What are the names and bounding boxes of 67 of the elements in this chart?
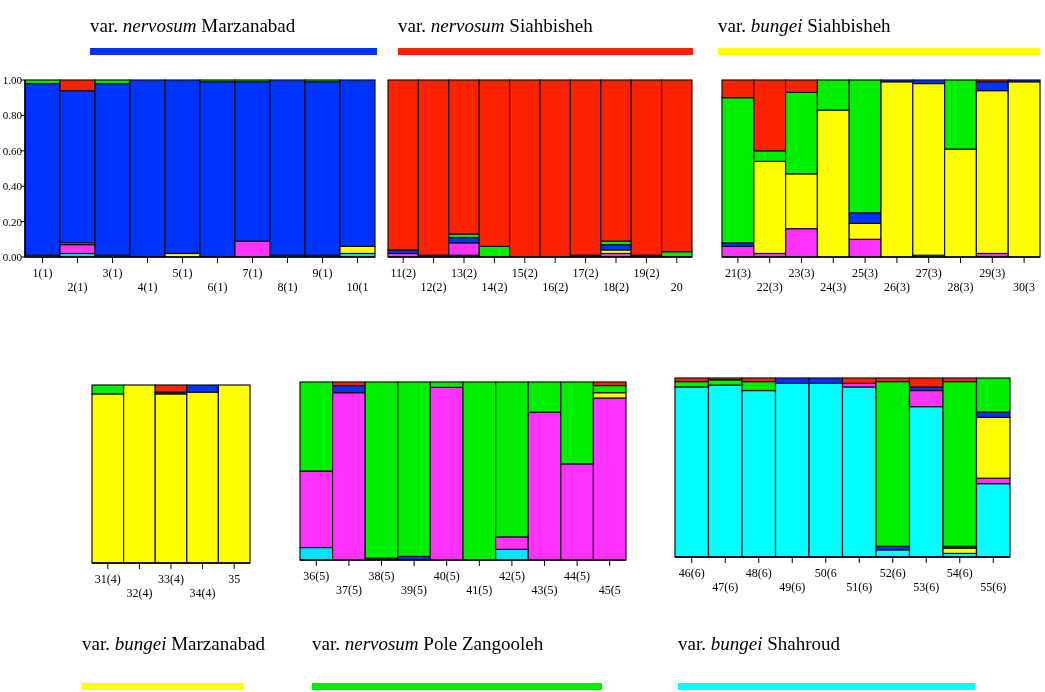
x-tick-label: 20	[670, 280, 683, 294]
x-tick-label: 46(6)	[678, 566, 705, 580]
x-tick-label: 9(1)	[312, 266, 333, 280]
x-tick-label: 25(3)	[852, 266, 879, 280]
x-tick-label: 50(6	[814, 566, 837, 580]
x-tick-label: 52(6)	[879, 566, 906, 580]
text: var. bungei Shahroud	[678, 633, 841, 654]
x-tick-label: 37(5)	[335, 583, 362, 597]
x-tick-label: 12(2)	[420, 280, 447, 294]
x-tick-label: 16(2)	[542, 280, 569, 294]
chart-title: var. nervosum Marzanabad	[90, 15, 296, 36]
x-tick-label: 17(2)	[572, 266, 599, 280]
x-tick-label: 45(5	[598, 583, 621, 597]
x-tick-label: 22(3)	[756, 280, 783, 294]
y-tick-label: 0.60	[2, 144, 23, 157]
x-tick-label: 4(1)	[137, 280, 158, 294]
x-tick-label: 13(2)	[451, 266, 477, 280]
x-tick-label: 10(1	[346, 280, 369, 294]
x-tick-label: 1(1)	[32, 266, 53, 280]
x-tick-label: 19(2)	[633, 266, 660, 280]
chart-title: var. nervosum Siahbisheh	[398, 15, 594, 36]
x-tick-label: 44(5)	[564, 569, 591, 583]
x-tick-label: 24(3)	[820, 280, 847, 294]
x-tick-label: 11(2)	[390, 266, 416, 280]
x-tick-label: 39(5)	[401, 583, 428, 597]
x-tick-label: 28(3)	[947, 280, 974, 294]
x-tick-label: 43(5)	[531, 583, 558, 597]
x-tick-label: 33(4)	[158, 572, 184, 586]
x-tick-label: 47(6)	[712, 580, 739, 594]
x-tick-label: 55(6)	[980, 580, 1007, 594]
x-tick-label: 49(6)	[779, 580, 806, 594]
x-tick-label: 21(3)	[724, 266, 751, 280]
x-tick-label: 53(6)	[913, 580, 940, 594]
y-tick-label: 0.80	[2, 109, 23, 122]
x-tick-label: 27(3)	[915, 266, 942, 280]
x-tick-label: 6(1)	[207, 280, 228, 294]
x-tick-label: 35	[228, 572, 241, 586]
y-tick-label: 0.00	[2, 251, 23, 263]
text: var. bungei Marzanabad	[82, 633, 266, 654]
x-tick-label: 26(3)	[883, 280, 910, 294]
x-tick-label: 23(3)	[788, 266, 815, 280]
x-tick-label: 32(4)	[126, 586, 153, 600]
x-tick-label: 7(1)	[242, 266, 263, 280]
x-tick-label: 2(1)	[67, 280, 88, 294]
x-tick-label: 18(2)	[603, 280, 629, 294]
x-tick-label: 30(3	[1013, 280, 1036, 294]
x-tick-label: 40(5)	[433, 569, 460, 583]
x-tick-label: 54(6)	[946, 566, 973, 580]
x-tick-label: 5(1)	[172, 266, 193, 280]
x-tick-label: 36(5)	[303, 569, 330, 583]
x-tick-label: 38(5)	[368, 569, 395, 583]
chart-title: var. bungei Siahbisheh	[718, 15, 892, 36]
x-tick-label: 34(4)	[189, 586, 216, 600]
y-tick-label: 1.00	[2, 74, 23, 86]
text: var. nervosum Pole Zangooleh	[312, 633, 544, 654]
x-tick-label: 41(5)	[466, 583, 493, 597]
x-tick-label: 3(1)	[102, 266, 123, 280]
y-tick-label: 0.20	[2, 215, 23, 228]
x-tick-label: 15(2)	[511, 266, 538, 280]
y-tick-label: 0.40	[2, 180, 23, 193]
x-tick-label: 42(5)	[498, 569, 525, 583]
x-tick-label: 31(4)	[94, 572, 121, 586]
x-tick-label: 8(1)	[277, 280, 298, 294]
x-tick-label: 29(3)	[979, 266, 1006, 280]
x-tick-label: 51(6)	[846, 580, 873, 594]
x-tick-label: 48(6)	[745, 566, 772, 580]
x-tick-label: 14(2)	[481, 280, 508, 294]
